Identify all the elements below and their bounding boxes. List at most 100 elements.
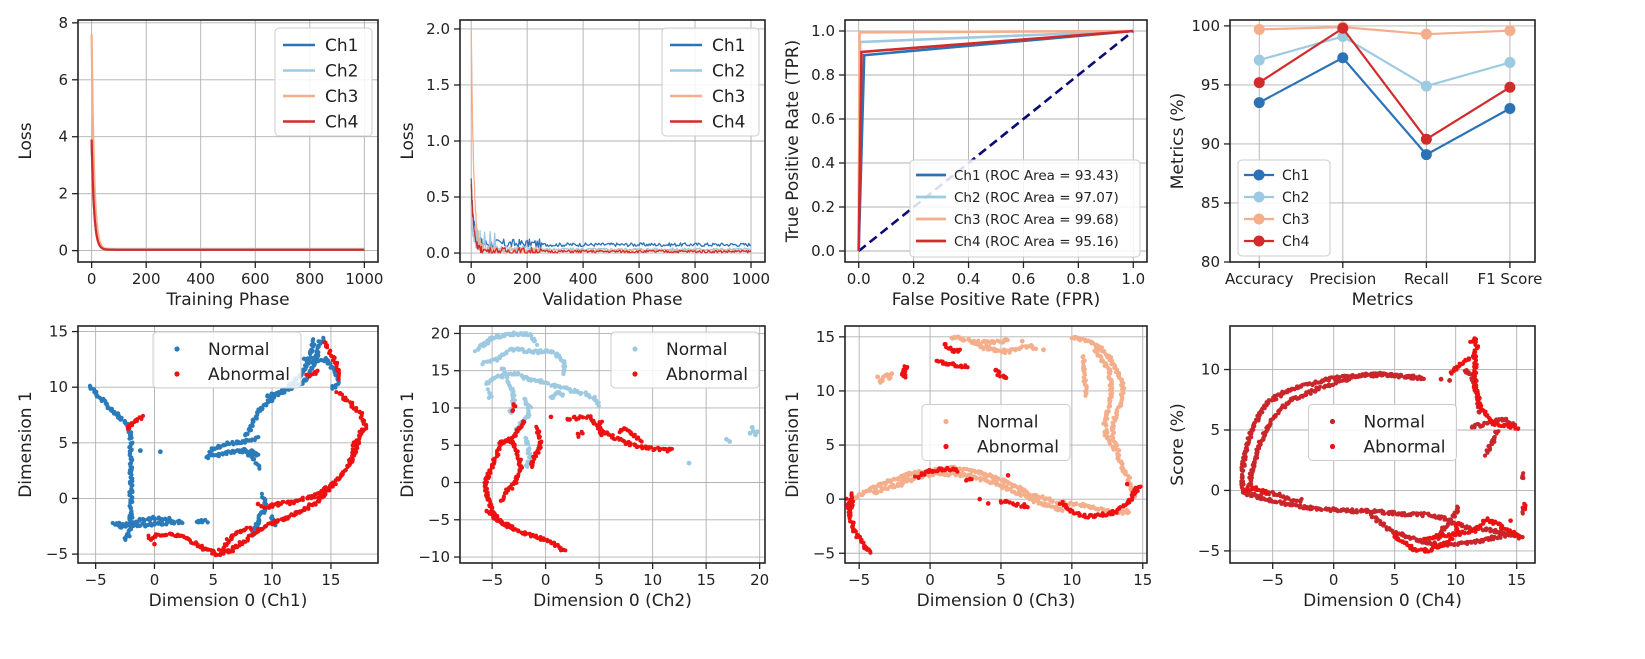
legend-box <box>909 159 1141 258</box>
point-normal <box>1420 514 1425 519</box>
legend-label-ch4: Ch4 <box>1282 234 1310 250</box>
point-normal <box>256 452 261 457</box>
x-tick-label: 5 <box>1390 571 1400 589</box>
x-tick-label: 0 <box>925 571 935 589</box>
point-normal <box>260 406 265 411</box>
point-abnormal <box>1263 488 1268 493</box>
y-axis-label: Dimension 1 <box>16 391 36 498</box>
y-tick-label: 90 <box>1201 135 1220 153</box>
point-normal <box>251 417 256 422</box>
point-normal <box>127 436 132 441</box>
x-tick-label: −5 <box>481 571 503 589</box>
point-abnormal <box>1004 375 1009 380</box>
legend-box <box>1308 404 1457 461</box>
point-abnormal <box>664 447 669 452</box>
legend-label-normal: Normal <box>1364 413 1426 433</box>
point-normal <box>142 523 147 528</box>
point-abnormal <box>266 521 271 526</box>
point-abnormal <box>152 541 157 547</box>
loss-line-ch2 <box>90 142 365 250</box>
point-abnormal <box>1024 504 1029 509</box>
chart-panel-val: 0 200 400 600 800 1000 0.0 0.5 1.0 1.5 2.0 Validati… <box>398 19 770 310</box>
y-tick-label: 15 <box>816 328 835 346</box>
y-tick-label: 20 <box>431 324 450 342</box>
point-normal <box>259 491 264 496</box>
point-normal <box>179 520 184 525</box>
point-normal <box>118 417 123 422</box>
point-normal <box>953 473 959 478</box>
point-normal <box>1072 335 1077 340</box>
point-abnormal <box>498 498 503 503</box>
point-abnormal <box>1449 371 1454 376</box>
point-abnormal <box>514 430 519 435</box>
point-abnormal <box>1480 407 1485 412</box>
point-abnormal <box>1007 500 1012 505</box>
point-normal <box>545 381 551 386</box>
point-abnormal <box>861 540 866 545</box>
point-normal <box>172 521 177 526</box>
point-abnormal <box>1518 534 1523 539</box>
point-normal <box>882 481 887 486</box>
x-tick-label: 10 <box>263 571 282 589</box>
point-abnormal <box>312 495 317 500</box>
point-abnormal <box>1446 532 1451 537</box>
point-normal <box>1266 492 1271 497</box>
point-normal <box>157 449 163 455</box>
point-abnormal <box>307 373 312 378</box>
y-tick-label: 0.4 <box>811 154 835 172</box>
scatter-series-abnormal <box>125 340 369 558</box>
x-tick-label: 200 <box>132 270 161 288</box>
legend-marker-ch4 <box>1253 235 1265 247</box>
x-tick-label: 200 <box>513 270 542 288</box>
point-abnormal <box>483 483 488 487</box>
point-normal <box>472 349 477 354</box>
point-abnormal <box>511 408 516 412</box>
x-tick-label: 0 <box>150 571 160 589</box>
point-normal <box>1409 373 1414 378</box>
point-normal <box>1446 521 1451 527</box>
y-tick-label: 0.2 <box>811 198 835 216</box>
y-tick-label: 15 <box>49 323 68 341</box>
legend-label-abnormal: Abnormal <box>1364 438 1446 458</box>
plot-frame <box>844 19 1148 263</box>
x-tick-label: 0.0 <box>847 270 871 288</box>
point-normal <box>1459 540 1464 545</box>
legend-marker-abnormal <box>632 371 638 377</box>
point-normal <box>126 531 131 536</box>
y-tick-label: 80 <box>1201 253 1220 271</box>
chart-panel-metrics: Accuracy Precision Recall F1 Score 80 85 90 95 1… <box>1168 17 1542 310</box>
point-abnormal <box>502 491 507 496</box>
point-normal <box>1262 430 1268 435</box>
point-normal <box>889 479 894 484</box>
x-axis-label: Training Phase <box>165 290 289 310</box>
point-normal <box>1120 509 1125 514</box>
point-abnormal <box>567 417 572 422</box>
metric-point-ch3 <box>1504 25 1516 37</box>
point-abnormal <box>534 535 539 540</box>
point-normal <box>330 386 335 391</box>
x-tick-label: 1.0 <box>1121 270 1145 288</box>
point-normal <box>887 376 892 381</box>
x-axis-label: False Positive Rate (FPR) <box>892 290 1101 310</box>
point-normal <box>224 450 229 455</box>
x-tick-label: −5 <box>85 571 107 589</box>
point-normal <box>1106 404 1111 410</box>
legend-label-normal: Normal <box>666 340 728 360</box>
point-normal <box>1455 504 1460 509</box>
point-normal <box>328 361 333 366</box>
point-abnormal <box>599 433 604 438</box>
point-abnormal <box>1509 424 1514 429</box>
point-normal <box>962 338 967 343</box>
legend-label-ch2: Ch2 <box>712 62 745 82</box>
legend-label-ch3: Ch3 (ROC Area = 99.68) <box>954 212 1119 228</box>
point-abnormal <box>957 347 962 352</box>
legend-label-abnormal: Abnormal <box>208 365 290 385</box>
metric-point-ch3 <box>1253 23 1265 35</box>
point-normal <box>131 520 136 525</box>
point-normal <box>1117 448 1122 453</box>
point-abnormal <box>134 419 139 423</box>
point-normal <box>587 395 593 400</box>
y-axis-label: Loss <box>398 122 418 159</box>
point-abnormal <box>230 534 235 539</box>
point-abnormal <box>530 465 534 469</box>
